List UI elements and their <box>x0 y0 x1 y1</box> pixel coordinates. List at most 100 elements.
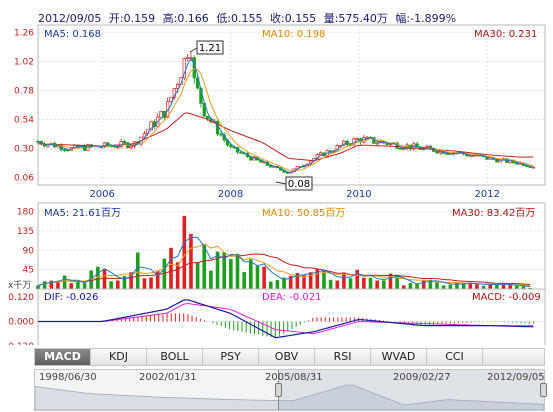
quote-volume: 量:575.40万 <box>323 12 388 25</box>
macd-dea-label: DEA: -0.021 <box>262 292 321 303</box>
volume-bar <box>82 283 87 289</box>
candle-body <box>219 133 223 136</box>
candle-body <box>398 147 403 150</box>
candle-body <box>169 96 173 102</box>
candle-body <box>445 153 449 155</box>
tab-obv[interactable]: OBV <box>259 349 315 365</box>
volume-bar <box>368 277 373 289</box>
candle-body <box>142 133 147 138</box>
volume-unit-label: x千万 <box>8 280 31 291</box>
tab-cci[interactable]: CCI <box>427 349 483 365</box>
volume-ma5-line <box>37 236 531 288</box>
candle-body <box>375 142 379 145</box>
macd-value-label: MACD: -0.009 <box>472 292 541 303</box>
candle-body <box>229 144 233 148</box>
candle-body <box>239 151 243 154</box>
candle-body <box>129 145 133 149</box>
volume-grid <box>38 211 545 271</box>
volume-bar <box>401 285 406 289</box>
tab-rsi[interactable]: RSI <box>315 349 371 365</box>
price-ma5-label: MA5: 0.168 <box>44 29 101 40</box>
tab-kdj[interactable]: KDJ <box>91 349 147 365</box>
volume-bar <box>415 283 419 289</box>
quote-date: 2012/09/05 <box>38 12 102 25</box>
high-marker-label: 1.21 <box>199 43 221 54</box>
volume-bar <box>335 280 340 289</box>
macd-y-tick-label: -0.120 <box>5 342 34 345</box>
price-y-tick-label: 0.06 <box>14 174 34 184</box>
volume-bar <box>155 270 160 289</box>
candle-body <box>525 165 529 168</box>
volume-bar <box>382 280 386 289</box>
volume-ma5-label: MA5: 21.61百万 <box>44 207 121 219</box>
volume-y-tick-label: 45 <box>23 266 34 276</box>
volume-bar <box>348 278 353 289</box>
volume-bar <box>375 280 379 289</box>
volume-bar <box>189 233 193 289</box>
price-x-tick-label: 2010 <box>346 189 371 200</box>
volume-bar <box>142 278 147 289</box>
volume-bar <box>262 266 266 289</box>
volume-bar <box>255 265 260 289</box>
candle-body <box>185 57 190 60</box>
volume-bar <box>288 275 293 289</box>
volume-y-ticks: 180 135 90 45 <box>17 208 34 276</box>
volume-bar <box>56 281 60 289</box>
dif-line <box>38 299 534 339</box>
volume-ma10-label: MA10: 50.85百万 <box>262 207 345 219</box>
range-navigator[interactable]: 1998/06/30 2002/01/31 2005/08/31 2009/02… <box>34 369 547 411</box>
tab-psy[interactable]: PSY <box>203 349 259 365</box>
macd-y-tick-label: 0.000 <box>8 318 34 328</box>
navigator-left-handle[interactable] <box>275 383 282 397</box>
price-x-tick-label: 2012 <box>475 189 500 200</box>
price-x-ticks: 2006 2008 2010 2012 <box>89 189 500 200</box>
volume-bar <box>302 275 306 289</box>
navigator-selection-window[interactable] <box>278 370 545 410</box>
volume-bar <box>209 270 213 289</box>
high-marker-leader <box>189 47 198 53</box>
quote-high: 高:0.166 <box>162 12 209 25</box>
price-y-tick-label: 0.78 <box>14 86 34 96</box>
volume-bar <box>508 285 512 289</box>
volume-bar <box>69 283 74 289</box>
volume-bar <box>96 266 100 289</box>
volume-bar <box>42 281 47 289</box>
volume-bar <box>275 280 280 289</box>
volume-bar <box>268 281 273 289</box>
volume-y-tick-label: 90 <box>23 246 35 256</box>
price-ma10-label: MA10: 0.198 <box>262 29 325 40</box>
quote-open: 开:0.159 <box>108 12 156 25</box>
volume-bar <box>342 272 346 289</box>
indicator-tabs: MACD KDJ BOLL PSY OBV RSI WVAD CCI <box>34 348 545 366</box>
quote-low: 低:0.155 <box>216 12 263 25</box>
candle-body <box>102 142 107 148</box>
volume-bar <box>182 215 187 289</box>
low-marker-leader <box>275 181 287 185</box>
volume-bar <box>388 273 393 289</box>
tab-macd[interactable]: MACD <box>35 349 91 365</box>
volume-bar <box>328 279 333 289</box>
volume-bar <box>441 285 446 289</box>
ma5-line <box>37 56 534 173</box>
candle-body <box>345 140 349 145</box>
volume-bar <box>122 275 127 289</box>
volume-bar <box>282 277 286 289</box>
volume-bar <box>175 262 180 289</box>
candle-body <box>176 84 180 89</box>
candle-body <box>122 141 127 144</box>
volume-bar <box>295 272 300 289</box>
navigator-right-handle[interactable] <box>540 383 547 397</box>
macd-y-ticks: 0.120 0.000 -0.120 <box>5 293 34 345</box>
volume-bar <box>421 280 426 289</box>
macd-y-tick-label: 0.120 <box>8 293 34 303</box>
candle-body <box>205 115 210 119</box>
volume-bar <box>308 272 313 289</box>
volume-bar <box>322 269 326 289</box>
stock-chart[interactable]: 1.26 1.02 0.78 0.54 0.30 0.06 2006 2008 2010 201… <box>0 0 553 345</box>
candle-body <box>365 136 369 139</box>
volume-bar <box>76 282 80 289</box>
tab-boll[interactable]: BOLL <box>147 349 203 365</box>
tab-wvad[interactable]: WVAD <box>371 349 427 365</box>
navigator-date-5: 2012/09/05 <box>487 372 545 383</box>
volume-bar <box>202 243 207 289</box>
